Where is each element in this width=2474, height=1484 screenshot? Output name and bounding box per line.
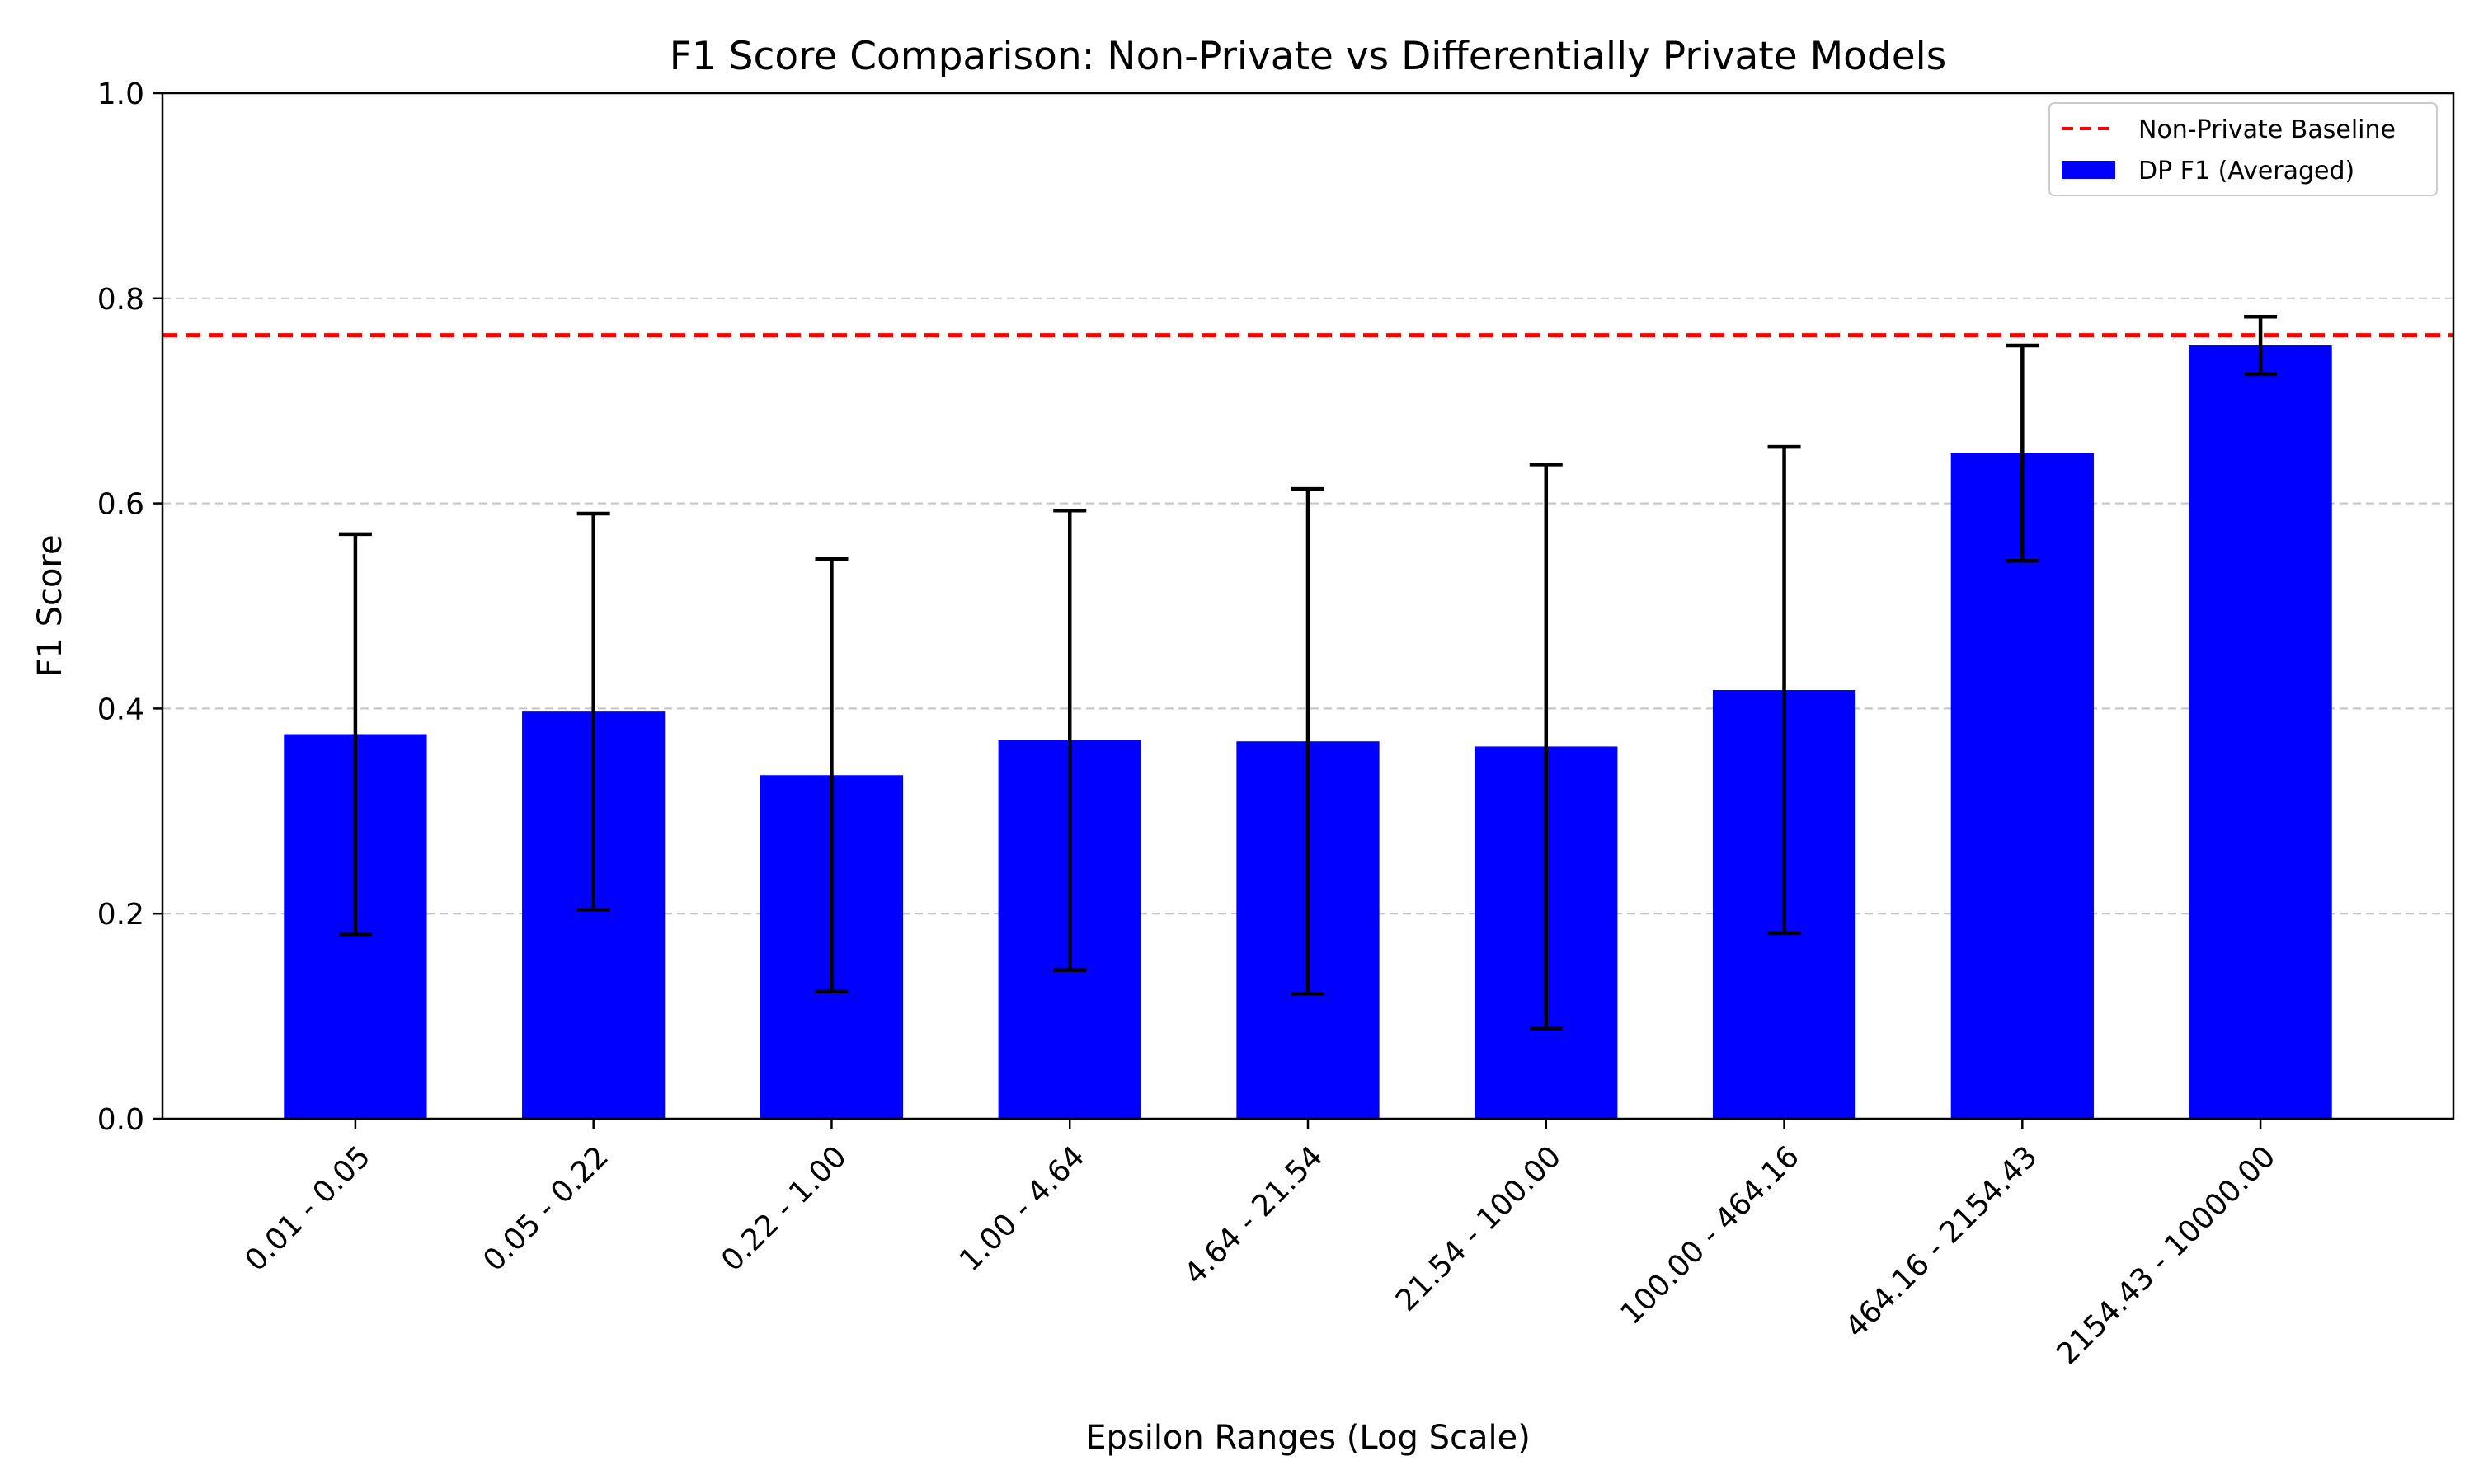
legend-box: [2048, 102, 2438, 196]
y-tick-label: 1.0: [97, 77, 144, 111]
chart-title: F1 Score Comparison: Non-Private vs Diff…: [670, 34, 1946, 79]
y-axis-label: F1 Score: [31, 534, 69, 677]
legend-bar-swatch: [2062, 161, 2115, 179]
y-tick-label: 0.0: [97, 1103, 144, 1137]
legend-baseline-label: Non-Private Baseline: [2138, 115, 2396, 144]
legend-bar-label: DP F1 (Averaged): [2138, 157, 2354, 186]
bar: [1950, 453, 2094, 1119]
x-axis-label: Epsilon Ranges (Log Scale): [1085, 1419, 1531, 1457]
y-axis-ticks: 0.0 0.2 0.4 0.6 0.8 1.0: [97, 77, 162, 1137]
y-tick-label: 0.6: [97, 488, 144, 522]
error-bars: [338, 314, 2278, 1031]
y-tick-label: 0.8: [97, 283, 144, 317]
y-tick-label: 0.4: [97, 693, 144, 726]
legend: Non-Private Baseline DP F1 (Averaged): [2048, 102, 2438, 196]
bar: [2189, 345, 2332, 1119]
y-tick-label: 0.2: [97, 898, 144, 932]
